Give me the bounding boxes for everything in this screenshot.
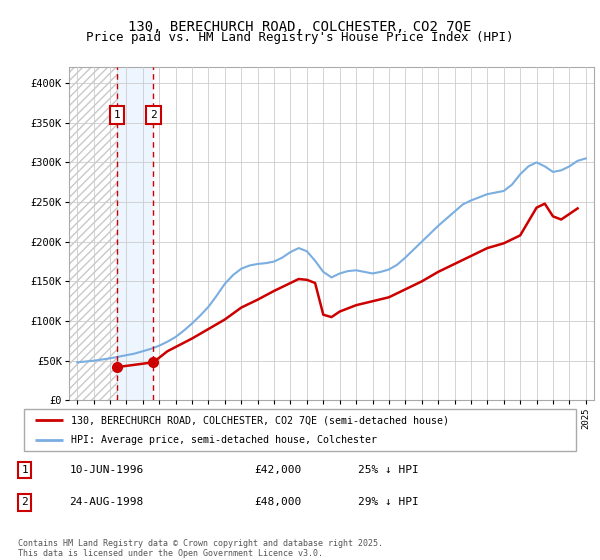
- FancyBboxPatch shape: [24, 409, 576, 451]
- Text: 25% ↓ HPI: 25% ↓ HPI: [358, 465, 418, 475]
- Text: 2: 2: [21, 497, 28, 507]
- Text: 2: 2: [150, 110, 157, 120]
- Text: 1: 1: [114, 110, 121, 120]
- Text: HPI: Average price, semi-detached house, Colchester: HPI: Average price, semi-detached house,…: [71, 435, 377, 445]
- Bar: [69, 67, 117, 400]
- Text: 10-JUN-1996: 10-JUN-1996: [70, 465, 144, 475]
- Text: 1: 1: [21, 465, 28, 475]
- Bar: [117, 67, 154, 400]
- Bar: [69, 67, 117, 400]
- Text: 130, BERECHURCH ROAD, COLCHESTER, CO2 7QE (semi-detached house): 130, BERECHURCH ROAD, COLCHESTER, CO2 7Q…: [71, 415, 449, 425]
- Text: Contains HM Land Registry data © Crown copyright and database right 2025.
This d: Contains HM Land Registry data © Crown c…: [18, 539, 383, 558]
- Text: 24-AUG-1998: 24-AUG-1998: [70, 497, 144, 507]
- Text: 130, BERECHURCH ROAD, COLCHESTER, CO2 7QE: 130, BERECHURCH ROAD, COLCHESTER, CO2 7Q…: [128, 20, 472, 34]
- Text: £42,000: £42,000: [254, 465, 301, 475]
- Text: 29% ↓ HPI: 29% ↓ HPI: [358, 497, 418, 507]
- Text: £48,000: £48,000: [254, 497, 301, 507]
- Text: Price paid vs. HM Land Registry's House Price Index (HPI): Price paid vs. HM Land Registry's House …: [86, 31, 514, 44]
